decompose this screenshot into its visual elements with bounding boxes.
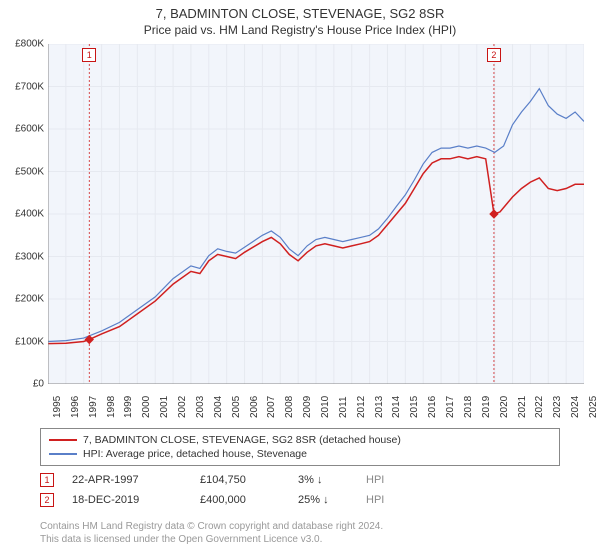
y-tick-label: £0 <box>33 379 44 390</box>
x-tick-label: 2017 <box>445 396 456 418</box>
chart-svg <box>48 44 584 384</box>
chart-subtitle: Price paid vs. HM Land Registry's House … <box>0 23 600 37</box>
sale-diff-1: 3% ↓ <box>298 474 348 486</box>
sale-hpi-2: HPI <box>366 494 406 506</box>
x-tick-label: 2012 <box>356 396 367 418</box>
x-tick-label: 2003 <box>195 396 206 418</box>
x-tick-label: 2004 <box>213 396 224 418</box>
legend-label-2: HPI: Average price, detached house, Stev… <box>83 448 307 460</box>
x-tick-label: 2025 <box>588 396 599 418</box>
attribution-text: Contains HM Land Registry data © Crown c… <box>40 520 560 546</box>
legend-item-1: 7, BADMINTON CLOSE, STEVENAGE, SG2 8SR (… <box>49 433 551 447</box>
x-tick-label: 2022 <box>534 396 545 418</box>
sale-date-1: 22-APR-1997 <box>72 474 182 486</box>
x-tick-label: 2010 <box>320 396 331 418</box>
x-axis-labels: 1995 1996 1997 1998 1999 2000 2001 2002 2003 2004… <box>48 386 584 428</box>
chart-title: 7, BADMINTON CLOSE, STEVENAGE, SG2 8SR <box>0 6 600 21</box>
sale-marker-1: 1 <box>40 473 54 487</box>
x-tick-label: 1999 <box>123 396 134 418</box>
chart-container: 7, BADMINTON CLOSE, STEVENAGE, SG2 8SR P… <box>0 0 600 560</box>
x-tick-label: 2000 <box>141 396 152 418</box>
chart-plot-area: 12 <box>48 44 584 384</box>
legend-swatch-2 <box>49 453 77 455</box>
x-tick-label: 2023 <box>552 396 563 418</box>
x-tick-label: 2013 <box>374 396 385 418</box>
y-tick-label: £800K <box>15 39 44 50</box>
x-tick-label: 2009 <box>302 396 313 418</box>
y-tick-label: £500K <box>15 166 44 177</box>
x-tick-label: 2006 <box>249 396 260 418</box>
x-tick-label: 2008 <box>284 396 295 418</box>
x-tick-label: 2019 <box>481 396 492 418</box>
sale-hpi-1: HPI <box>366 474 406 486</box>
y-tick-label: £700K <box>15 81 44 92</box>
x-tick-label: 2024 <box>570 396 581 418</box>
x-tick-label: 2016 <box>427 396 438 418</box>
x-tick-label: 2014 <box>391 396 402 418</box>
sale-flag-2: 2 <box>487 48 501 62</box>
sale-price-1: £104,750 <box>200 474 280 486</box>
y-tick-label: £100K <box>15 336 44 347</box>
sale-marker-2: 2 <box>40 493 54 507</box>
legend-box: 7, BADMINTON CLOSE, STEVENAGE, SG2 8SR (… <box>40 428 560 466</box>
sale-row-2: 2 18-DEC-2019 £400,000 25% ↓ HPI <box>40 490 560 510</box>
y-tick-label: £300K <box>15 251 44 262</box>
x-tick-label: 2020 <box>499 396 510 418</box>
x-tick-label: 1997 <box>88 396 99 418</box>
x-tick-label: 2002 <box>177 396 188 418</box>
y-tick-label: £400K <box>15 209 44 220</box>
x-tick-label: 2018 <box>463 396 474 418</box>
sale-date-2: 18-DEC-2019 <box>72 494 182 506</box>
x-tick-label: 1998 <box>106 396 117 418</box>
x-tick-label: 2015 <box>409 396 420 418</box>
legend-swatch-1 <box>49 439 77 441</box>
x-tick-label: 2007 <box>266 396 277 418</box>
y-tick-label: £200K <box>15 294 44 305</box>
attribution-line-1: Contains HM Land Registry data © Crown c… <box>40 520 560 533</box>
x-tick-label: 2001 <box>159 396 170 418</box>
title-block: 7, BADMINTON CLOSE, STEVENAGE, SG2 8SR P… <box>0 0 600 37</box>
sale-diff-2: 25% ↓ <box>298 494 348 506</box>
legend-item-2: HPI: Average price, detached house, Stev… <box>49 447 551 461</box>
legend-label-1: 7, BADMINTON CLOSE, STEVENAGE, SG2 8SR (… <box>83 434 401 446</box>
x-tick-label: 1996 <box>70 396 81 418</box>
sale-price-2: £400,000 <box>200 494 280 506</box>
sale-row-1: 1 22-APR-1997 £104,750 3% ↓ HPI <box>40 470 560 490</box>
x-tick-label: 2011 <box>338 396 349 418</box>
x-tick-label: 2021 <box>517 396 528 418</box>
attribution-line-2: This data is licensed under the Open Gov… <box>40 533 560 546</box>
x-tick-label: 1995 <box>52 396 63 418</box>
sales-table: 1 22-APR-1997 £104,750 3% ↓ HPI 2 18-DEC… <box>40 470 560 510</box>
y-tick-label: £600K <box>15 124 44 135</box>
sale-flag-1: 1 <box>82 48 96 62</box>
y-axis-labels: £0£100K£200K£300K£400K£500K£600K£700K£80… <box>0 44 46 384</box>
x-tick-label: 2005 <box>231 396 242 418</box>
